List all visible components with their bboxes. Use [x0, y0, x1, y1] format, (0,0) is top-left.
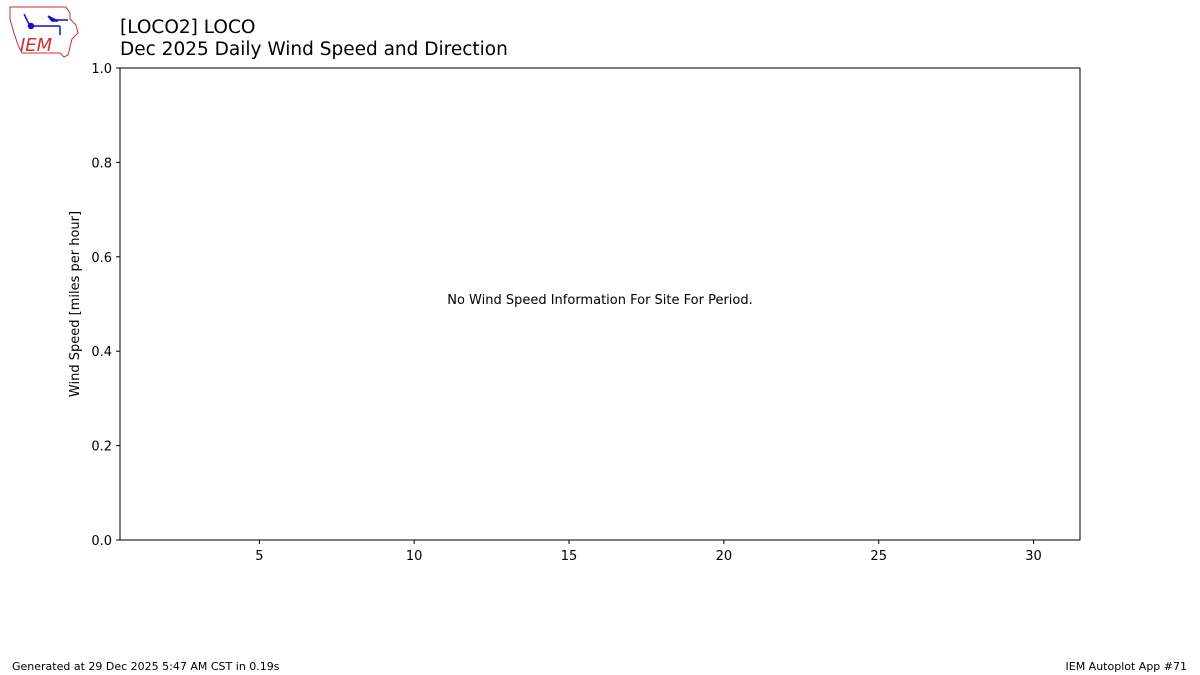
x-tick-label: 20 [716, 549, 733, 564]
x-tick-label: 25 [870, 549, 887, 564]
x-tick-label: 15 [561, 549, 578, 564]
svg-text:IEM: IEM [20, 35, 53, 56]
y-tick-label: 1.0 [91, 62, 112, 77]
y-tick-label: 0.6 [91, 251, 112, 266]
y-tick-label: 0.0 [91, 534, 112, 549]
y-tick-label: 0.2 [91, 440, 112, 455]
y-tick-label: 0.8 [91, 156, 112, 171]
x-tick-label: 30 [1025, 549, 1042, 564]
chart-title: Dec 2025 Daily Wind Speed and Direction [120, 39, 508, 60]
y-axis-label: Wind Speed [miles per hour] [68, 211, 83, 397]
y-tick-label: 0.4 [91, 345, 112, 360]
iem-logo: IEM [9, 6, 79, 58]
chart-title-station: [LOCO2] LOCO [120, 17, 256, 38]
no-data-annotation: No Wind Speed Information For Site For P… [447, 293, 753, 308]
x-tick-label: 10 [406, 549, 423, 564]
footer-generated: Generated at 29 Dec 2025 5:47 AM CST in … [12, 660, 280, 673]
footer-app: IEM Autoplot App #71 [1065, 660, 1188, 673]
plot-area [119, 67, 1081, 541]
x-tick-label: 5 [255, 549, 263, 564]
